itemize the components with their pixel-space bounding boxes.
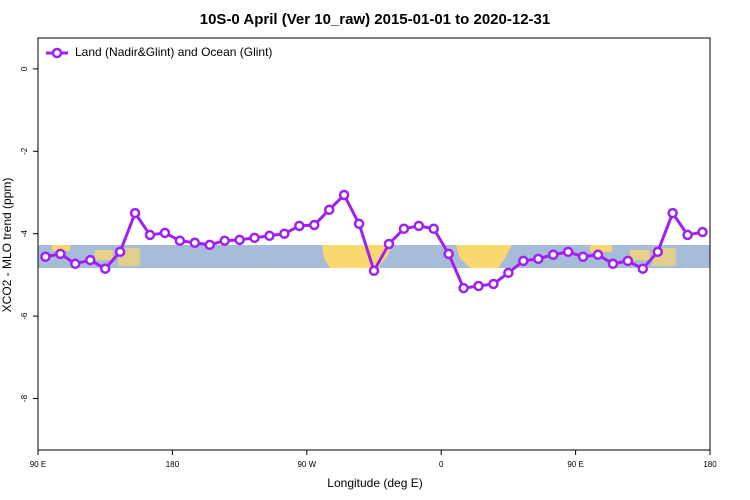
data-point <box>264 230 275 242</box>
data-point <box>533 253 544 265</box>
data-point <box>697 226 708 238</box>
data-point <box>443 248 454 260</box>
data-point <box>383 238 395 250</box>
plot-frame <box>37 37 711 451</box>
y-tick-label: 0 <box>20 66 29 71</box>
data-point <box>159 227 171 239</box>
data-point <box>219 235 230 246</box>
data-point <box>114 246 126 258</box>
x-tick-label: 0 <box>439 460 444 469</box>
x-tick-label: 180 <box>703 460 717 469</box>
data-point <box>488 278 499 290</box>
data-point <box>607 258 619 270</box>
data-point <box>204 239 215 251</box>
y-tick-label: -2 <box>20 147 29 155</box>
data-point <box>368 265 380 277</box>
data-point <box>249 232 260 244</box>
data-point <box>353 218 365 230</box>
data-point <box>189 237 201 249</box>
data-point <box>55 248 66 260</box>
data-point <box>473 280 484 292</box>
legend-marker <box>51 47 63 59</box>
x-tick-label: 90 W <box>297 460 316 469</box>
data-point <box>428 223 439 235</box>
data-point <box>547 249 559 260</box>
data-point <box>592 249 604 260</box>
y-tick-label: -4 <box>20 230 29 238</box>
data-point <box>413 220 425 232</box>
data-point <box>174 235 186 246</box>
data-point <box>85 254 96 266</box>
x-axis-label: Longitude (deg E) <box>327 476 422 490</box>
data-point <box>622 255 634 267</box>
legend-label: Land (Nadir&Glint) and Ocean (Glint) <box>75 45 272 59</box>
y-tick-label: -6 <box>20 312 29 320</box>
x-tick-label: 180 <box>166 460 180 469</box>
data-point <box>294 220 305 232</box>
data-point <box>323 204 335 216</box>
y-axis-label: XCO2 - MLO trend (ppm) <box>0 178 14 313</box>
data-point <box>398 223 410 235</box>
data-point <box>70 258 81 270</box>
data-point <box>234 234 245 246</box>
data-point <box>637 263 649 274</box>
data-point <box>40 251 51 263</box>
data-point <box>309 219 320 231</box>
data-point <box>99 263 111 274</box>
data-point <box>458 282 469 294</box>
data-point <box>503 267 514 279</box>
y-tick-label: -8 <box>20 394 29 402</box>
x-tick-label: 90 E <box>30 460 46 469</box>
data-point <box>279 228 290 239</box>
data-point <box>682 229 693 241</box>
x-tick-label: 90 E <box>567 460 583 469</box>
data-point <box>129 207 141 219</box>
data-point <box>577 251 589 263</box>
data-point <box>338 189 350 201</box>
data-point <box>562 246 574 258</box>
data-point <box>667 207 678 219</box>
data-point <box>518 255 529 267</box>
data-point <box>144 229 156 241</box>
data-point <box>652 246 663 258</box>
chart-title: 10S-0 April (Ver 10_raw) 2015-01-01 to 2… <box>200 11 550 28</box>
